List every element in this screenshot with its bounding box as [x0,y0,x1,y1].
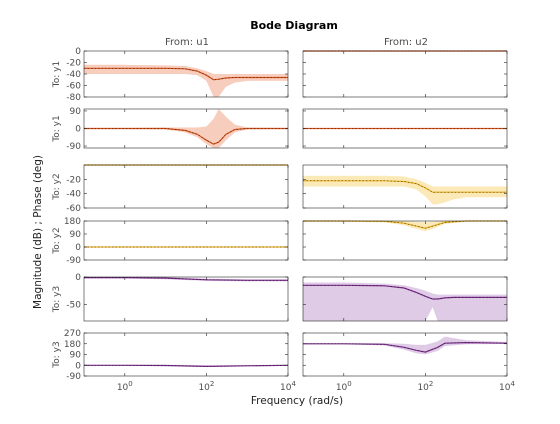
y-tick-label: -50 [66,301,81,311]
panel-4-u1 [84,221,288,260]
chart-title: Bode Diagram [250,19,338,32]
row-label: To: y3 [52,341,62,368]
x-axis-label: Frequency (rad/s) [251,395,343,407]
y-tick-label: -90 [66,256,81,266]
panel-6-u1 [84,333,288,376]
y-tick-label: -40 [66,70,81,80]
y-tick-label: 270 [64,329,81,339]
y-tick-label: -60 [66,82,81,92]
panel-6-u2 [303,333,507,376]
y-tick-label: 0 [75,47,81,57]
panel-1-u1 [84,51,288,97]
row-label: To: y3 [52,286,62,313]
row-label: To: y2 [52,227,62,254]
x-tick-label: 100 [117,380,133,393]
y-tick-label: 0 [75,361,81,371]
panel-3-u1 [84,165,288,208]
x-tick-label: 102 [417,380,433,393]
panel-background [84,277,288,321]
y-tick-label: -40 [66,190,81,200]
y-tick-label: -90 [66,372,81,382]
row-label: To: y2 [52,173,62,200]
panel-background [303,51,507,97]
y-tick-label: 180 [64,217,81,227]
panel-4-u2 [303,221,507,260]
y-tick-label: -20 [66,59,81,69]
panel-1-u2 [303,51,507,97]
panel-background [84,333,288,376]
column-title-u1: From: u1 [165,37,209,48]
x-tick-label: 104 [499,380,515,393]
panel-3-u2 [303,165,507,208]
y-tick-label: 0 [75,125,81,135]
panel-background [84,165,288,208]
x-tick-label: 104 [280,380,296,393]
row-label: To: y1 [52,61,62,88]
panel-2-u1 [84,109,288,148]
y-tick-label: 0 [75,243,81,253]
y-tick-label: 90 [70,351,82,361]
y-tick-label: 90 [70,107,82,117]
panel-background [84,221,288,260]
y-tick-label: -60 [66,204,81,214]
x-tick-label: 102 [198,380,214,393]
row-label: To: y1 [52,115,62,142]
y-axis-label: Magnitude (dB) ; Phase (deg) [32,155,44,309]
y-tick-label: 180 [64,340,81,350]
y-tick-label: -80 [66,93,81,103]
y-tick-label: -90 [66,142,81,152]
panel-background [303,221,507,260]
panel-5-u1 [84,277,288,321]
y-tick-label: 90 [70,230,82,240]
column-title-u2: From: u2 [384,37,428,48]
y-tick-label: -20 [66,175,81,185]
panel-background [303,333,507,376]
panel-2-u2 [303,109,507,148]
x-tick-label: 100 [336,380,352,393]
panel-5-u2 [303,277,507,321]
y-tick-label: 0 [75,273,81,283]
